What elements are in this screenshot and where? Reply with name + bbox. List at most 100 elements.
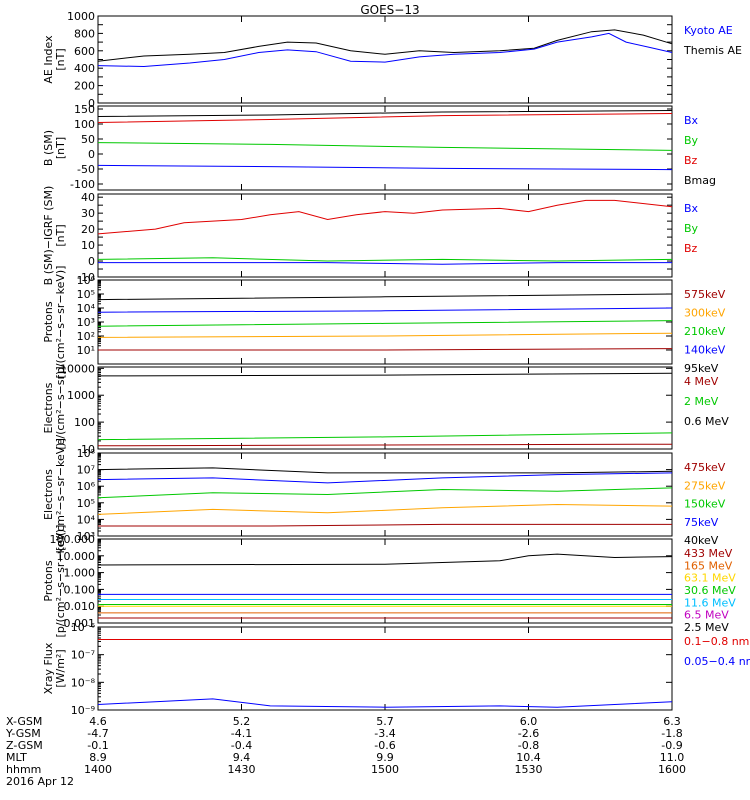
legend-label: 0.1−0.8 nm xyxy=(684,635,749,648)
legend-label: 2.5 MeV xyxy=(684,621,729,634)
y-tick-label: 40 xyxy=(81,191,95,204)
y-tick-label: 1.000 xyxy=(64,567,96,580)
legend-label: Kyoto AE xyxy=(684,24,733,37)
y-tick-label: 10⁶ xyxy=(77,480,96,493)
footer-value: 9.9 xyxy=(376,751,394,764)
y-axis-label: [nT] xyxy=(54,48,67,70)
y-tick-label: 0 xyxy=(88,97,95,110)
y-tick-label: 1000 xyxy=(67,389,95,402)
footer-value: 1430 xyxy=(228,763,256,776)
legend-label: 0.6 MeV xyxy=(684,415,729,428)
y-tick-label: 10⁷ xyxy=(77,464,95,477)
y-tick-label: 10⁴ xyxy=(77,513,96,526)
y-tick-label: 400 xyxy=(74,62,95,75)
series-2-5-mev xyxy=(97,553,673,566)
series-2-mev xyxy=(97,432,673,441)
footer-value: -3.4 xyxy=(374,727,395,740)
y-tick-label: 200 xyxy=(74,80,95,93)
series-bx xyxy=(97,164,673,171)
series-40kev xyxy=(97,467,673,474)
footer-value: 8.9 xyxy=(89,751,107,764)
y-tick-label: 10⁻⁷ xyxy=(71,649,95,662)
legend-label: 63.1 MeV xyxy=(684,572,736,585)
y-tick-label: 10⁻⁶ xyxy=(71,621,96,634)
y-tick-label: 0.100 xyxy=(64,583,96,596)
y-axis-label: Electrons xyxy=(42,469,55,520)
footer-value: 6.3 xyxy=(663,715,681,728)
legend-label: 0.05−0.4 nm xyxy=(684,655,750,668)
y-axis-label: [e/(cm²−s−sr−keV)] xyxy=(54,438,67,551)
legend-label: 140keV xyxy=(684,344,726,357)
y-tick-label: 1000 xyxy=(67,10,95,23)
footer-value: 6.0 xyxy=(520,715,538,728)
legend-label: Bmag xyxy=(684,174,716,187)
footer-row-label: MLT xyxy=(6,751,27,764)
y-tick-label: -100 xyxy=(70,178,95,191)
series-275kev xyxy=(97,503,673,515)
y-axis-label: Electrons xyxy=(42,382,55,433)
legend-label: 210keV xyxy=(684,325,726,338)
footer-value: -0.4 xyxy=(231,739,252,752)
series-by xyxy=(97,257,673,262)
legend-label: Bx xyxy=(684,114,699,127)
series-4-mev xyxy=(97,443,673,447)
y-tick-label: 10⁴ xyxy=(77,302,96,315)
legend-label: 75keV xyxy=(684,516,719,529)
footer-value: 1530 xyxy=(515,763,543,776)
legend-label: 300keV xyxy=(684,307,726,320)
y-tick-label: -10 xyxy=(77,271,95,284)
footer-row-label: hhmm xyxy=(6,763,41,776)
footer-row-label: Z-GSM xyxy=(6,739,43,752)
legend-label: 95keV xyxy=(684,362,719,375)
y-axis-label: [p/(cm²−s−sr−keV)] xyxy=(54,266,67,379)
series-575kev xyxy=(98,348,673,351)
y-axis-label: [p/(cm²−s−sr−keV)] xyxy=(54,525,67,638)
panel-7: 0.001 0.010 0.100 1.000 10.000 100.000 Protons… xyxy=(42,525,736,638)
panel-frame xyxy=(97,538,673,624)
footer-value: 5.7 xyxy=(376,715,394,728)
y-tick-label: 800 xyxy=(74,27,95,40)
y-axis-label: [nT] xyxy=(54,137,67,159)
y-tick-label: 10 xyxy=(81,443,95,456)
y-tick-label: 10³ xyxy=(77,316,95,329)
series-themis-ae xyxy=(97,29,673,62)
panel-frame xyxy=(97,193,673,278)
legend-label: 165 MeV xyxy=(684,559,733,572)
legend-label: 40keV xyxy=(684,534,719,547)
y-axis-label: Xray Flux xyxy=(42,642,55,694)
series-bx xyxy=(98,262,672,265)
footer-value: -0.8 xyxy=(518,739,539,752)
y-tick-label: 0 xyxy=(88,255,95,268)
series-0-6-mev xyxy=(97,372,673,377)
y-tick-label: 20 xyxy=(81,223,95,236)
footer-value: 11.0 xyxy=(660,751,685,764)
y-axis-label: Protons xyxy=(42,301,55,342)
legend-label: 150keV xyxy=(684,498,726,511)
y-tick-label: 10⁵ xyxy=(77,288,95,301)
y-tick-label: 10⁶ xyxy=(77,274,96,287)
panel-2: -100 -50 0 50 100 150 B (SM) [nT] Bx By Bz Bmag xyxy=(42,103,716,191)
series-210kev xyxy=(97,320,673,327)
footer-value: 9.4 xyxy=(233,751,251,764)
series-95kev xyxy=(97,293,673,301)
panel-frame xyxy=(97,279,673,365)
legend-label: 2 MeV xyxy=(684,395,719,408)
y-axis-label: AE Index xyxy=(42,35,55,84)
series-bz xyxy=(97,199,673,235)
legend-label: By xyxy=(684,134,699,147)
y-tick-label: 10³ xyxy=(77,530,95,543)
panel-1: 0 200 400 600 800 1000 AE Index [nT] Kyoto AE The… xyxy=(42,10,742,110)
panel-5: 10 100 1000 10000 Electrons [e/(cm²−s−sr)] 4 M… xyxy=(42,362,729,456)
footer-value: 1400 xyxy=(84,763,112,776)
series-kyoto-ae xyxy=(97,32,673,68)
legend-label: Bz xyxy=(684,242,698,255)
footer-value: 4.6 xyxy=(89,715,107,728)
y-tick-label: 10¹ xyxy=(77,344,95,357)
y-tick-label: 150 xyxy=(74,103,95,116)
legend-label: Themis AE xyxy=(683,44,742,57)
y-tick-label: -50 xyxy=(77,163,95,176)
y-tick-label: 10.000 xyxy=(57,550,96,563)
footer-value: -4.7 xyxy=(87,727,108,740)
footer-value: 1500 xyxy=(371,763,399,776)
